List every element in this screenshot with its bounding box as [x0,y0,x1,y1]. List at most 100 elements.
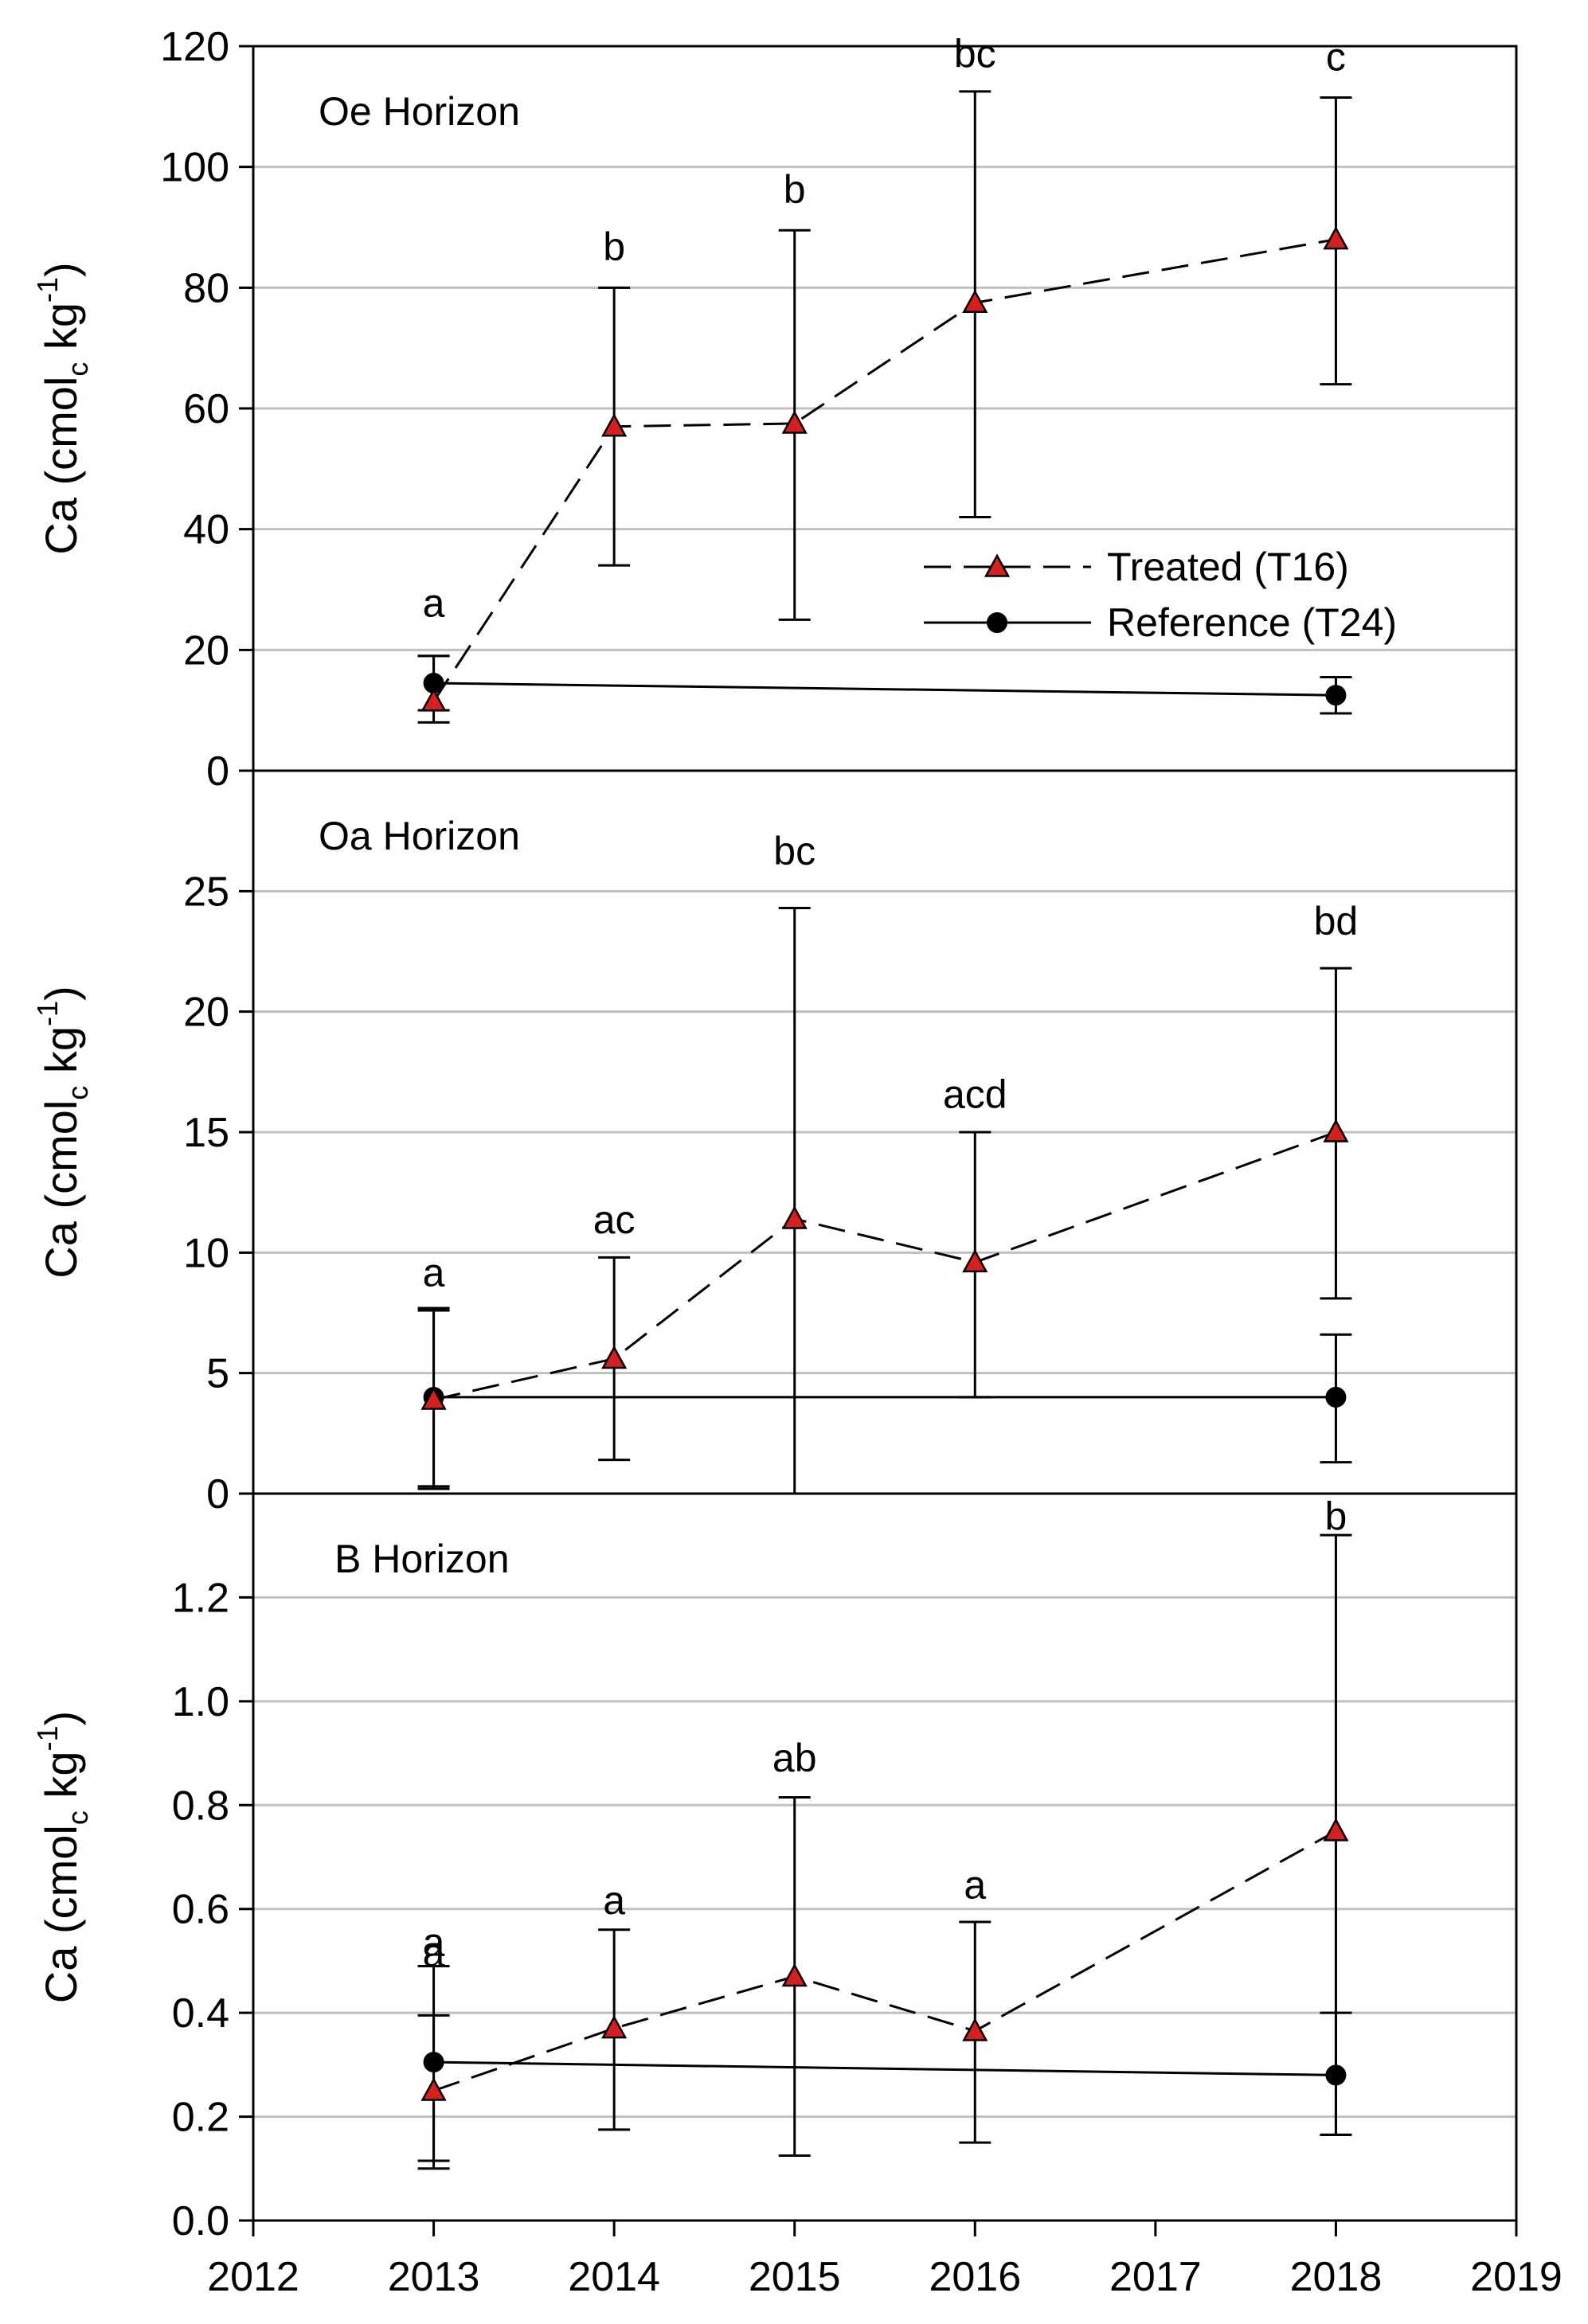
y-tick-label: 100 [160,145,229,191]
legend-item: Treated (T16) [924,545,1349,589]
data-point-treated [962,2017,988,2041]
significance-letter: a [603,1878,625,1923]
y-axis-title: Ca (cmolc kg-1) [31,1711,94,2003]
x-tick-label: 2018 [1290,2254,1383,2300]
significance-letter: ac [593,1197,636,1242]
data-point-treated [601,2015,628,2039]
series-line [433,682,1336,697]
error-bars [417,907,1352,1495]
x-tick-label: 2019 [1470,2254,1563,2300]
data-point-treated [781,410,808,434]
legend-circle-marker [987,612,1007,633]
data-point-treated [962,1248,988,1273]
significance-labels: a b b bc c [423,32,1346,626]
y-axis-title-part: -1 [31,1725,64,1751]
significance-letter: a [423,1920,445,1964]
y-tick-label: 120 [160,24,229,70]
y-tick-label: 80 [183,265,229,311]
data-point-treated [1323,226,1349,250]
y-axis-title-part: Ca (cmol [36,1100,86,1279]
series-line [433,1131,1336,1401]
significance-letter: bd [1314,899,1359,943]
y-axis-title-part: ) [36,1711,86,1726]
data-point-reference [1325,1386,1347,1408]
panel-label: Oa Horizon [319,814,520,858]
legend-item: Reference (T24) [924,600,1397,645]
significance-letter: bc [773,829,816,873]
y-axis-title-part: Ca (cmol [36,377,86,555]
y-tick-label: 0 [206,1471,229,1517]
y-axis-title-part: -1 [31,277,64,303]
y-tick-label: 40 [183,507,229,553]
series-line [433,1830,1337,2092]
data-point-treated [420,688,447,712]
y-tick-label: 25 [183,869,229,915]
significance-letter: a [423,1251,445,1295]
significance-letter: a [423,581,445,626]
x-tick-label: 2014 [568,2254,660,2300]
plot-frame [252,1492,1518,2222]
significance-letter: c [1326,34,1346,79]
y-axis-title-part: ) [36,986,86,1001]
data-point-reference [423,2052,444,2073]
series-line [432,238,1336,702]
data-point-treated [1323,1119,1349,1142]
y-tick-label: 0.4 [172,1990,229,2037]
significance-letter: acd [943,1072,1007,1117]
y-tick-label: 20 [183,627,229,674]
significance-letter: b [784,167,806,212]
y-axis-title-part: ) [36,262,86,277]
y-axis-title-part: kg [36,303,86,362]
y-tick-label: 5 [206,1351,229,1397]
significance-letter: bc [954,32,996,76]
y-axis-title-part: c [61,1810,94,1825]
y-tick-label: 20 [183,990,229,1036]
y-tick-label: 60 [183,386,229,432]
y-tick-label: 10 [183,1230,229,1276]
shared-x-axis: 2012 2013 2014 2015 2016 2017 2018 2019 [207,2220,1563,2300]
y-tick-label: 1.0 [172,1679,229,1725]
y-axis-title-part: Ca (cmol [36,1825,86,2003]
panel-3: 0.0 0.2 0.4 0.6 0.8 1.0 1.2 Ca (cmolc kg-1) B Ho… [31,1492,1518,2244]
y-axis: 0.0 0.2 0.4 0.6 0.8 1.0 1.2 [172,1575,253,2244]
data-point-treated [781,1963,808,1987]
x-tick-label: 2013 [388,2254,480,2300]
y-tick-label: 0.0 [172,2198,229,2244]
data-point-treated [962,289,988,314]
data-point-reference [1325,2064,1347,2086]
y-tick-label: 0.8 [172,1783,229,1829]
y-axis-title-part: c [61,1086,94,1100]
x-tick-label: 2015 [749,2254,841,2300]
legend-label: Reference (T24) [1107,600,1397,645]
y-axis-title: Ca (cmolc kg-1) [31,986,94,1278]
legend-triangle-marker [984,553,1011,577]
y-axis-title-part: kg [36,1026,86,1086]
significance-letter: ab [772,1736,817,1780]
legend: Treated (T16) Reference (T24) [924,545,1397,645]
data-point-treated [420,1386,447,1410]
y-tick-label: 0 [206,748,229,795]
panel-2: 0 5 10 15 20 25 Ca (cmolc kg-1) Oa Horizon a ac bc… [31,769,1518,1517]
panel-label: B Horizon [334,1537,510,1581]
y-tick-label: 1.2 [172,1575,229,1621]
significance-letter: a [423,1930,445,1974]
y-axis: 0 20 40 60 80 100 120 [160,24,253,795]
data-point-treated [420,2077,447,2101]
gridlines [253,1596,1516,2119]
y-axis-title-part: kg [36,1751,86,1810]
significance-labels: a ac bc acd bd [423,829,1359,1295]
series-line [433,2060,1336,2076]
y-axis-title-part: -1 [31,1001,64,1026]
significance-letter: b [603,225,625,269]
x-tick-label: 2012 [207,2254,299,2300]
y-tick-label: 0.6 [172,1887,229,1933]
data-point-treated [601,413,628,437]
significance-letter: a [964,1863,986,1908]
y-tick-label: 0.2 [172,2095,229,2141]
y-axis-title: Ca (cmolc kg-1) [31,262,94,554]
y-axis: 0 5 10 15 20 25 [183,869,253,1517]
